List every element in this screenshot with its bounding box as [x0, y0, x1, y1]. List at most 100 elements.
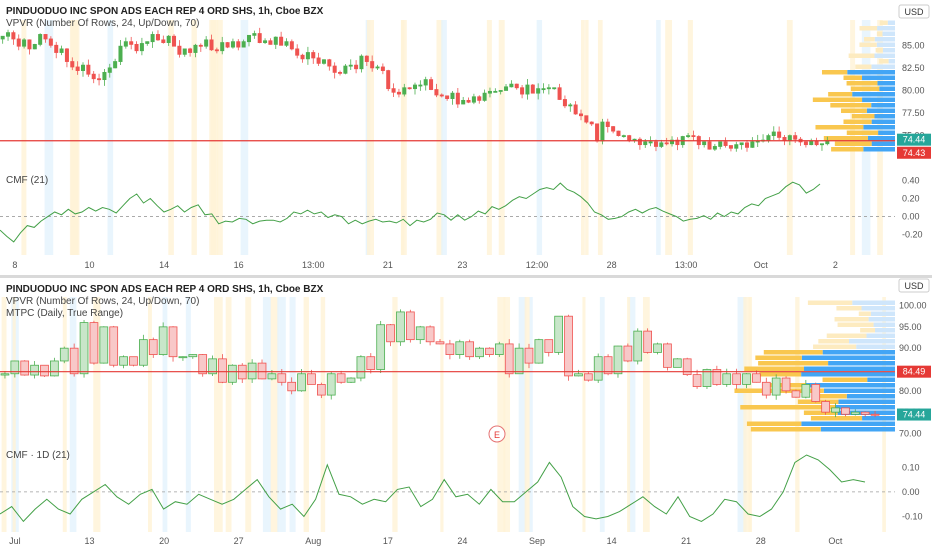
candle — [64, 48, 69, 62]
vpvr-down-bar — [850, 86, 880, 91]
top-currency-button[interactable] — [898, 4, 930, 19]
candle — [230, 41, 235, 48]
candle — [32, 43, 37, 50]
session-band — [392, 297, 398, 532]
candle — [732, 373, 741, 385]
candle — [99, 326, 109, 364]
candle — [89, 322, 99, 364]
earnings-marker[interactable]: E — [488, 425, 506, 443]
candle — [214, 49, 219, 52]
earnings-label: E — [494, 430, 500, 440]
candle — [530, 84, 535, 94]
top-price-axis[interactable]: 85.0082.5080.0077.5075.000.400.200.00-0.… — [897, 40, 931, 240]
bottom-time-tick: 27 — [234, 536, 244, 546]
session-band — [401, 20, 407, 255]
candle — [841, 407, 850, 415]
top-currency-box[interactable]: USD — [898, 4, 930, 19]
candle — [16, 38, 21, 47]
candle — [376, 324, 386, 370]
bottom-time-tick: 28 — [756, 536, 766, 546]
candle — [247, 362, 257, 380]
vpvr-up-bar — [878, 130, 895, 135]
candle — [653, 141, 658, 147]
top-cmf-label: CMF (21) — [6, 175, 48, 186]
candle — [0, 35, 5, 40]
candle — [791, 390, 801, 398]
candle — [595, 123, 600, 142]
top-time-tick: 12:00 — [526, 260, 549, 270]
top-chart-title: PINDUODUO INC SPON ADS EACH REP 4 ORD SH… — [6, 6, 324, 17]
candle — [434, 89, 439, 96]
panel-separator — [0, 275, 932, 278]
top-line-price-badge — [897, 146, 931, 159]
session-band — [70, 20, 80, 255]
session-band — [277, 297, 286, 532]
vpvr-down-bar — [813, 344, 857, 349]
top-cmf-tick: 0.40 — [902, 175, 920, 185]
candle — [782, 137, 787, 141]
vpvr-down-bar — [763, 350, 823, 355]
bottom-time-axis[interactable]: Jul 13 20 27 Aug 17 24 Sep 14 21 28 Oct — [9, 536, 843, 546]
candle — [50, 360, 59, 377]
candle — [43, 34, 48, 40]
candle — [172, 35, 177, 47]
candle — [728, 145, 733, 149]
candle — [209, 39, 214, 51]
vpvr-down-bar — [846, 81, 878, 86]
vpvr-down-bar — [848, 53, 875, 58]
top-time-tick: 16 — [234, 260, 244, 270]
vpvr-up-bar — [835, 405, 895, 410]
bottom-chart-title: PINDUODUO INC SPON ADS EACH REP 4 ORD SH… — [6, 284, 324, 295]
candle — [102, 71, 107, 81]
candle — [405, 311, 415, 341]
session-band — [503, 297, 511, 532]
top-chart-panel[interactable] — [0, 20, 895, 255]
candle — [343, 65, 348, 74]
bottom-price-tick: 80.00 — [899, 386, 922, 396]
candle — [471, 96, 476, 103]
candle — [177, 45, 182, 55]
session-band — [486, 20, 492, 255]
earnings-icon[interactable] — [488, 425, 506, 443]
candle — [336, 373, 346, 383]
candle — [637, 138, 642, 146]
vpvr-down-bar — [875, 48, 883, 53]
candle — [692, 374, 702, 387]
candle — [455, 341, 465, 355]
vpvr-up-bar — [875, 328, 895, 333]
bottom-cmf-tick: 0.00 — [902, 487, 920, 497]
candle — [819, 143, 824, 146]
candle — [707, 141, 712, 150]
top-time-axis[interactable]: 8 10 14 16 13:00 21 23 12:00 28 13:00 Oct 2 — [12, 260, 837, 270]
top-time-tick: 2 — [833, 260, 838, 270]
vpvr-down-bar — [859, 26, 878, 31]
session-band — [599, 297, 605, 532]
bottom-vpvr-label: VPVR (Number Of Rows, 24, Up/Down, 70) — [6, 296, 199, 307]
candle — [541, 88, 546, 91]
bottom-price-axis[interactable]: 100.0095.0090.0085.0080.0075.0070.000.10… — [897, 301, 931, 522]
candle — [465, 341, 475, 358]
candle — [150, 34, 155, 43]
vpvr-up-bar — [852, 300, 895, 305]
candle — [477, 96, 482, 101]
candle — [396, 91, 401, 95]
bottom-mtpc-label: MTPC (Daily, True Range) — [6, 308, 123, 319]
vpvr-up-bar — [862, 416, 895, 421]
bottom-session-bands — [1, 297, 886, 532]
vpvr-down-bar — [836, 306, 862, 311]
candle — [860, 411, 870, 415]
candle — [613, 345, 623, 375]
vpvr-up-bar — [877, 26, 895, 31]
bottom-time-tick: Aug — [305, 536, 321, 546]
bottom-chart-panel[interactable] — [0, 297, 895, 532]
candle — [653, 343, 662, 353]
bottom-currency-button[interactable] — [898, 278, 930, 293]
candle — [338, 71, 343, 74]
vpvr-up-bar — [862, 75, 895, 80]
vpvr-down-bar — [810, 416, 863, 421]
bottom-currency-box[interactable]: USD — [898, 278, 930, 293]
candle — [307, 373, 316, 385]
bottom-time-tick: Oct — [828, 536, 843, 546]
session-band — [217, 20, 223, 255]
candle — [524, 347, 534, 364]
